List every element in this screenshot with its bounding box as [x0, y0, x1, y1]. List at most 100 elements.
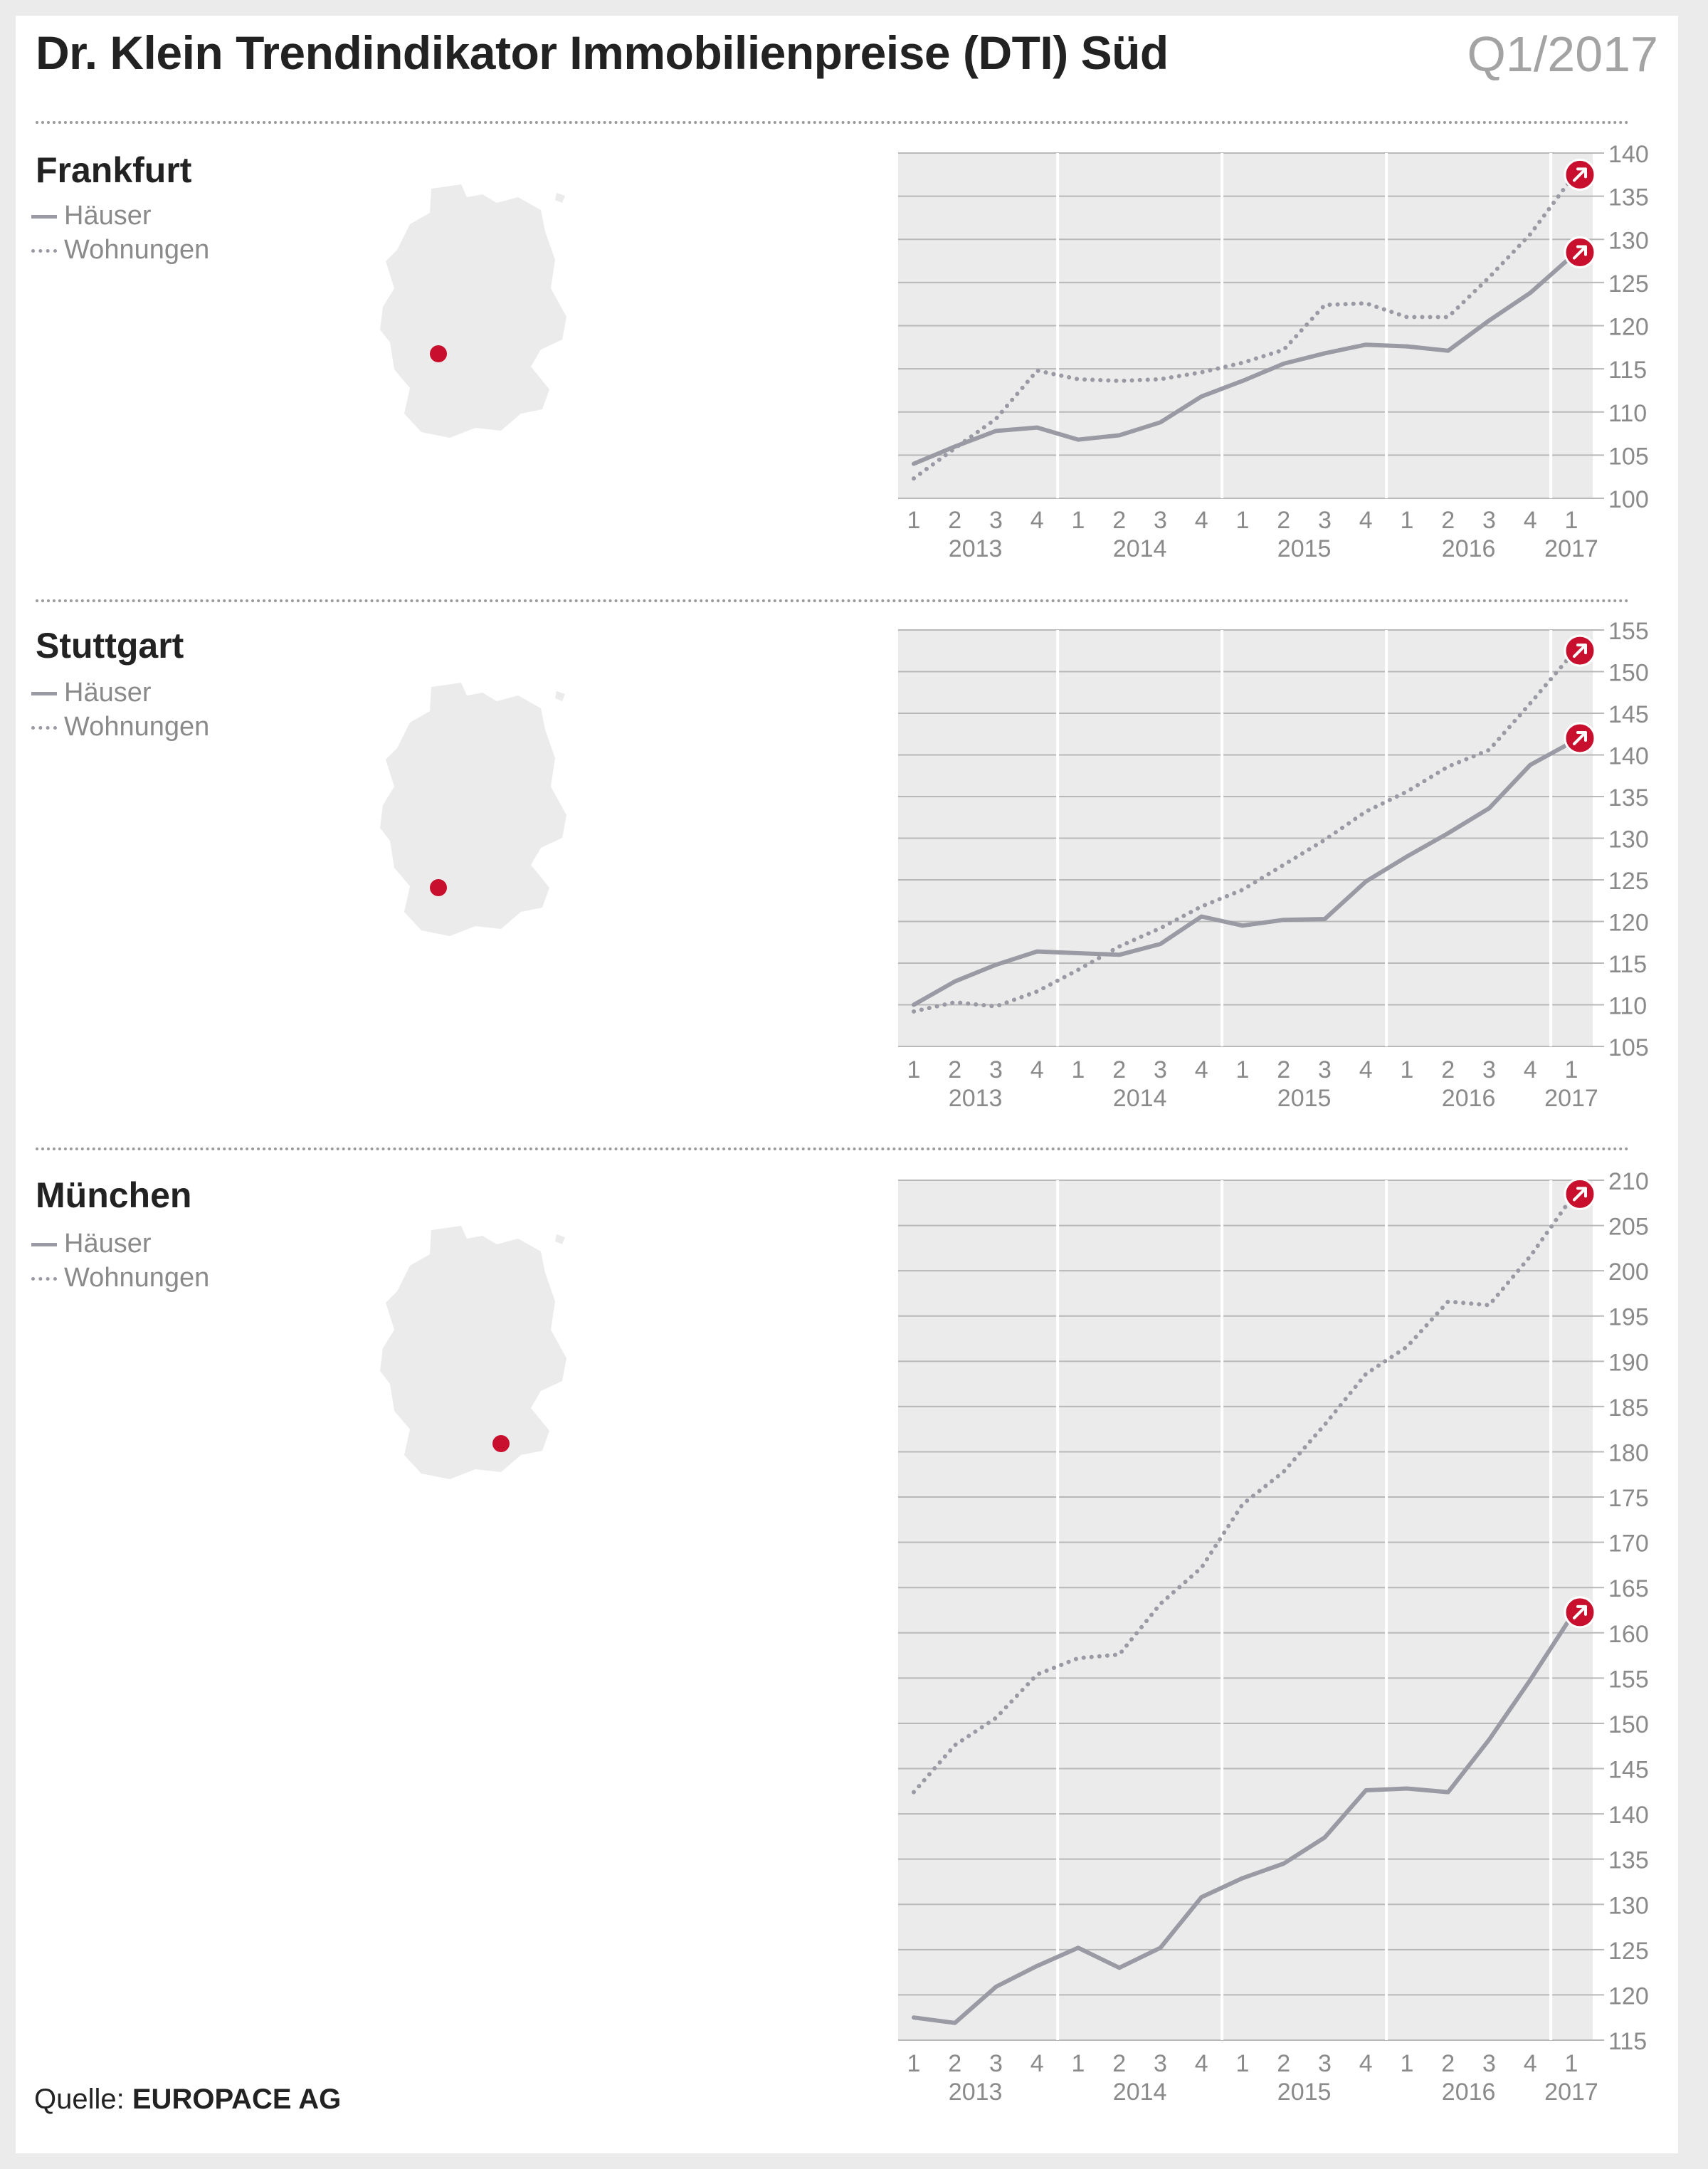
y-tick-label: 150: [1608, 1711, 1649, 1738]
x-tick-label: 2: [1112, 1056, 1126, 1083]
y-tick-label: 120: [1608, 314, 1649, 341]
arrow-up-right-icon: [1564, 1177, 1596, 1210]
y-tick-label: 165: [1608, 1575, 1649, 1602]
source-name: EUROPACE AG: [132, 2084, 342, 2115]
y-tick-label: 140: [1608, 141, 1649, 168]
year-label: 2013: [949, 1085, 1003, 1112]
separator: [36, 121, 1630, 124]
germany-shape: [380, 184, 566, 438]
end-marker-arrow: [1573, 1605, 1587, 1619]
x-tick-label: 1: [1072, 1056, 1085, 1083]
chart-2: 115 120 125 130 135 140 145 150 155 160 165 170 175 1…: [898, 1168, 1649, 2106]
x-tick-label: 2: [1441, 2050, 1455, 2077]
x-tick-label: 4: [1195, 2050, 1208, 2077]
y-tick-label: 205: [1608, 1214, 1649, 1241]
legend-apartments: Wohnungen: [31, 712, 209, 742]
x-tick-label: 2: [1441, 507, 1455, 534]
x-tick-label: 3: [1318, 507, 1332, 534]
year-label: 2016: [1442, 2079, 1496, 2106]
x-tick-label: 3: [989, 2050, 1003, 2077]
y-tick-label: 130: [1608, 227, 1649, 254]
source-label: Quelle:: [34, 2084, 125, 2115]
end-marker-arrow: [1573, 245, 1587, 260]
germany-shape: [380, 683, 566, 936]
x-tick-label: 3: [1482, 507, 1496, 534]
legend-apartments: Wohnungen: [31, 235, 209, 266]
x-tick-label: 1: [1565, 2050, 1578, 2077]
x-tick-label: 2: [1277, 2050, 1290, 2077]
y-tick-label: 135: [1608, 784, 1649, 812]
y-tick-label: 155: [1608, 1666, 1649, 1693]
series-line-wohnungen: [912, 653, 1573, 1014]
x-tick-label: 3: [1154, 507, 1167, 534]
year-label: 2013: [949, 2079, 1003, 2106]
year-label: 2017: [1544, 2079, 1598, 2106]
location-marker-frankfurt: [430, 345, 447, 362]
x-tick-label: 4: [1359, 1056, 1373, 1083]
x-tick-label: 1: [1401, 507, 1414, 534]
arrow-up-right-icon: [1564, 634, 1596, 667]
x-tick-label: 1: [1565, 507, 1578, 534]
year-label: 2014: [1113, 2079, 1167, 2106]
year-label: 2017: [1544, 535, 1598, 562]
year-label: 2015: [1277, 535, 1332, 562]
dotted-line-icon: [31, 726, 57, 730]
arrow-up-right-icon: [1564, 722, 1596, 755]
series-line-wohnungen: [912, 177, 1573, 481]
year-label: 2014: [1113, 1085, 1167, 1112]
page-title: Dr. Klein Trendindikator Immobilienpreis…: [36, 26, 1169, 79]
x-tick-label: 2: [1277, 1056, 1290, 1083]
y-tick-label: 180: [1608, 1439, 1649, 1466]
separator: [36, 599, 1630, 602]
year-label: 2016: [1442, 1085, 1496, 1112]
legend-houses-label: Häuser: [64, 678, 152, 708]
arrow-up-right-icon: [1564, 236, 1596, 268]
x-tick-label: 3: [1318, 1056, 1332, 1083]
x-tick-label: 2: [948, 2050, 961, 2077]
year-label: 2017: [1544, 1085, 1598, 1112]
end-marker-arrow: [1573, 730, 1587, 745]
x-tick-label: 1: [1401, 1056, 1414, 1083]
location-marker-muenchen: [492, 1435, 510, 1452]
location-marker-stuttgart: [430, 879, 447, 896]
end-marker-arrow: [1573, 644, 1587, 658]
series-line-haeuser: [912, 1614, 1573, 2025]
germany-shape: [380, 1226, 566, 1479]
y-tick-label: 150: [1608, 660, 1649, 687]
x-tick-label: 4: [1030, 2050, 1044, 2077]
x-tick-label: 4: [1030, 507, 1044, 534]
x-tick-label: 3: [1482, 2050, 1496, 2077]
year-label: 2015: [1277, 2079, 1332, 2106]
x-tick-label: 2: [1112, 507, 1126, 534]
x-tick-label: 1: [1236, 2050, 1250, 2077]
y-tick-label: 120: [1608, 910, 1649, 937]
germany-map-stuttgart: [380, 683, 566, 936]
x-tick-label: 1: [907, 1056, 921, 1083]
legend-apartments: Wohnungen: [31, 1263, 209, 1293]
y-tick-label: 100: [1608, 486, 1649, 513]
x-tick-label: 2: [1277, 507, 1290, 534]
x-tick-label: 3: [1154, 2050, 1167, 2077]
solid-line-icon: [31, 215, 57, 219]
legend-apartments-label: Wohnungen: [64, 1263, 210, 1293]
x-tick-label: 3: [1154, 1056, 1167, 1083]
x-tick-label: 2: [948, 507, 961, 534]
year-label: 2016: [1442, 535, 1496, 562]
legend-houses-label: Häuser: [64, 1229, 152, 1259]
legend-houses: Häuser: [31, 201, 152, 231]
legend-apartments-label: Wohnungen: [64, 712, 210, 742]
x-tick-label: 3: [1318, 2050, 1332, 2077]
period-label: Q1/2017: [1467, 26, 1658, 82]
series-line-haeuser: [912, 254, 1573, 466]
y-tick-label: 130: [1608, 826, 1649, 854]
x-tick-label: 4: [1524, 1056, 1537, 1083]
series-line-haeuser: [912, 740, 1573, 1007]
x-tick-label: 4: [1030, 1056, 1044, 1083]
y-tick-label: 115: [1608, 951, 1647, 978]
x-tick-label: 1: [1236, 1056, 1250, 1083]
y-tick-label: 145: [1608, 701, 1649, 728]
arrow-up-right-icon: [1564, 1596, 1596, 1629]
y-tick-label: 125: [1608, 868, 1649, 895]
x-tick-label: 1: [1236, 507, 1250, 534]
legend-apartments-label: Wohnungen: [64, 235, 210, 265]
